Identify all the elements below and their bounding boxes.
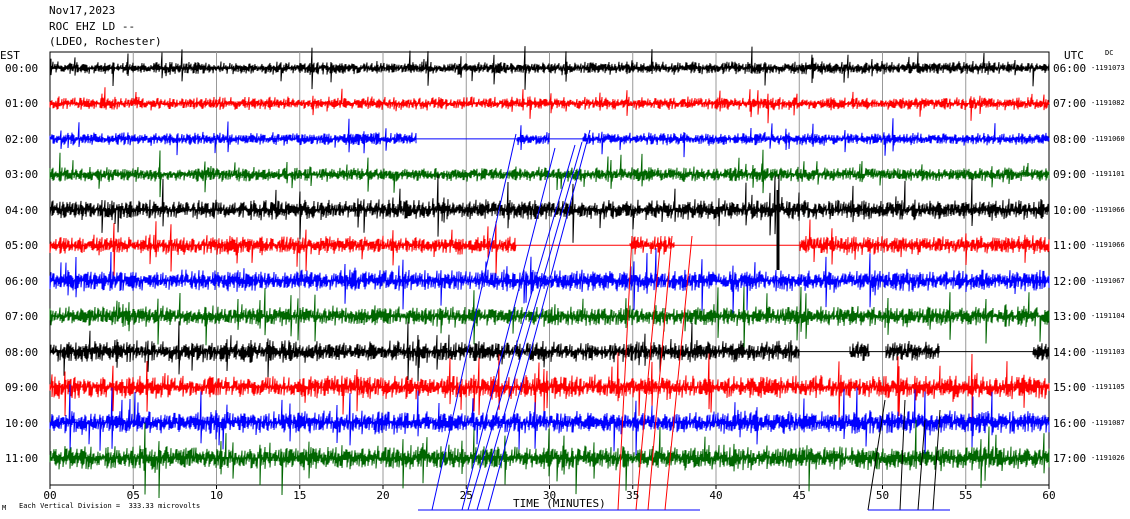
trace-row-1 (49, 87, 1050, 124)
x-tick-label: 45 (793, 489, 806, 502)
left-time-label: 05:00 (5, 239, 39, 253)
diagonal-spike-line (899, 399, 906, 511)
dc-label: DC (1105, 49, 1114, 57)
date-label: Nov17,2023 (49, 4, 116, 17)
diagonal-spike-line (932, 409, 941, 511)
right-time-label: 13:00 (1053, 310, 1087, 324)
right-time-label: 09:00 (1053, 168, 1087, 182)
dc-value-label: -1191105 (1091, 383, 1125, 392)
x-tick-label: 00 (43, 489, 56, 502)
x-tick-label: 15 (293, 489, 306, 502)
right-timezone-label: UTC (1064, 49, 1084, 62)
left-timezone-label: EST (0, 49, 20, 62)
spike-overlays (418, 129, 950, 511)
left-time-label: 07:00 (5, 310, 39, 324)
left-time-label: 03:00 (5, 168, 39, 182)
x-tick-label: 20 (376, 489, 389, 502)
left-time-label: 06:00 (5, 274, 39, 288)
right-time-label: 17:00 (1053, 451, 1087, 465)
x-tick-label: 35 (626, 489, 639, 502)
dc-value-label: -1191082 (1091, 99, 1125, 108)
dc-value-label: -1191087 (1091, 418, 1125, 427)
diagonal-spike-line (476, 141, 583, 511)
x-tick-label: 55 (959, 489, 972, 502)
x-axis-ticks: 00 05 10 15 20 25 30 35 40 45 50 55 60 (43, 485, 1056, 502)
left-time-label: 10:00 (5, 416, 39, 430)
left-time-label: 01:00 (5, 97, 39, 111)
diagonal-spike-line (617, 235, 633, 511)
diagonal-spike-line (647, 235, 673, 511)
left-time-label: 02:00 (5, 132, 39, 146)
left-time-label: 09:00 (5, 381, 39, 395)
x-axis-title: TIME (MINUTES) (513, 497, 606, 510)
dc-value-label: -1191066 (1091, 241, 1125, 250)
x-tick-label: 50 (876, 489, 889, 502)
diagonal-spike-line (664, 235, 693, 511)
dc-value-label: -1191073 (1091, 64, 1125, 72)
diagonal-spike-line (431, 133, 517, 511)
left-time-label: 11:00 (5, 451, 39, 465)
x-tick-label: 05 (127, 489, 140, 502)
right-time-label: 08:00 (1053, 132, 1087, 146)
trace-row-8 (49, 321, 1050, 384)
dc-value-label: -1191104 (1091, 312, 1125, 321)
diagonal-spike-line (867, 399, 886, 511)
vertical-division-note: Each Vertical Division = 333.33 microvol… (19, 502, 201, 510)
right-time-label: 10:00 (1053, 203, 1087, 217)
left-time-label: 08:00 (5, 345, 39, 359)
network-label: (LDEO, Rochester) (49, 35, 162, 48)
footer-mark: M (2, 504, 7, 512)
diagonal-spike-line (467, 144, 576, 511)
x-tick-label: 40 (709, 489, 722, 502)
dc-value-label: -1191026 (1091, 453, 1125, 462)
diagonal-spike-line (635, 235, 662, 511)
right-time-label: 14:00 (1053, 345, 1087, 359)
x-tick-label: 10 (210, 489, 223, 502)
dc-value-label: -1191103 (1091, 347, 1125, 356)
trace-row-0 (49, 46, 1050, 90)
right-time-label: 15:00 (1053, 381, 1087, 395)
x-tick-label: 30 (543, 489, 556, 502)
right-time-label: 16:00 (1053, 416, 1087, 430)
station-label: ROC EHZ LD -- (49, 20, 136, 33)
x-tick-label: 25 (460, 489, 473, 502)
dc-value-label: -1191060 (1091, 134, 1125, 143)
right-time-label: 12:00 (1053, 274, 1087, 288)
diagonal-spike-line (917, 419, 926, 511)
diagonal-spike-line (461, 147, 556, 511)
left-time-label: 04:00 (5, 203, 39, 217)
dc-value-label: -1191067 (1091, 276, 1125, 285)
trace-row-11 (49, 419, 1050, 499)
right-time-label: 07:00 (1053, 97, 1087, 111)
left-time-label: 00:00 (5, 62, 39, 75)
dc-value-label: -1191101 (1091, 170, 1125, 179)
right-time-label: 06:00 (1053, 62, 1087, 75)
x-tick-label: 60 (1042, 489, 1055, 502)
right-time-label: 11:00 (1053, 239, 1087, 253)
dc-value-label: -1191066 (1091, 205, 1125, 214)
diagonal-spike-line (487, 129, 591, 511)
